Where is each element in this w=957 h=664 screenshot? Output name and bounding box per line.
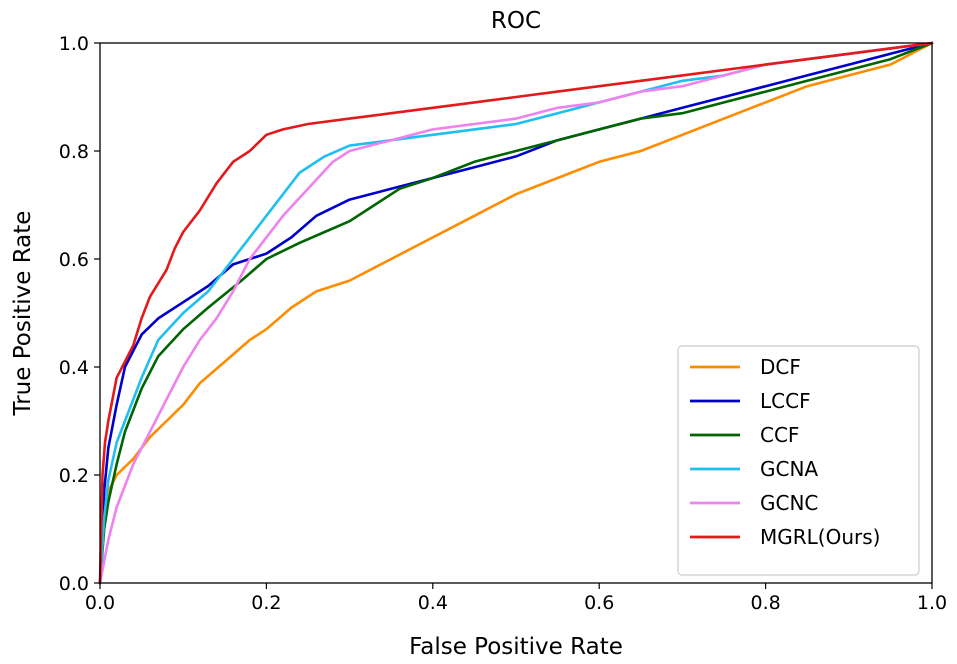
- series-line-5: [98, 41, 934, 585]
- legend-label-5: MGRL(Ours): [760, 525, 880, 549]
- y-axis: 0.0 0.2 0.4 0.6 0.8 1.0: [59, 33, 100, 595]
- y-tick-label: 0.6: [59, 249, 89, 271]
- y-tick-label: 0.0: [59, 573, 89, 595]
- legend-label-2: CCF: [760, 423, 799, 447]
- x-tick-label: 0.0: [85, 592, 115, 614]
- series-layer: [98, 41, 934, 585]
- legend: DCF LCCF CCF GCNA GCNC MGRL(Ours): [677, 345, 920, 576]
- x-tick-label: 0.6: [584, 592, 614, 614]
- y-tick-label: 0.8: [59, 141, 89, 163]
- x-axis: 0.0 0.2 0.4 0.6 0.8 1.0: [85, 583, 947, 614]
- y-tick-label: 0.4: [59, 357, 89, 379]
- series-line-2: [98, 41, 934, 585]
- legend-label-4: GCNC: [760, 491, 818, 515]
- y-tick-label: 1.0: [59, 33, 89, 55]
- x-tick-label: 0.2: [251, 592, 281, 614]
- legend-frame: [677, 345, 920, 576]
- series-line-1: [98, 41, 934, 585]
- legend-label-0: DCF: [760, 355, 801, 379]
- y-tick-label: 0.2: [59, 465, 89, 487]
- x-tick-label: 1.0: [917, 592, 947, 614]
- legend-label-1: LCCF: [760, 389, 811, 413]
- series-line-4: [98, 41, 934, 585]
- legend-label-3: GCNA: [760, 457, 818, 481]
- chart-title: ROC: [491, 8, 541, 34]
- x-tick-label: 0.8: [750, 592, 780, 614]
- y-axis-label: True Positive Rate: [10, 211, 36, 417]
- plot-frame: [99, 42, 933, 584]
- x-tick-label: 0.4: [418, 592, 448, 614]
- x-axis-label: False Positive Rate: [409, 634, 623, 660]
